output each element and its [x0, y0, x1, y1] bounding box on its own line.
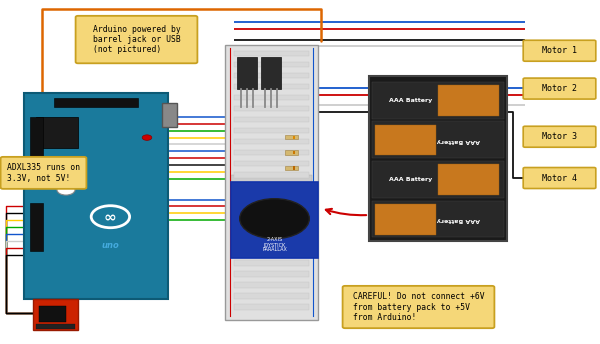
- Bar: [234, 117, 309, 122]
- Bar: [234, 51, 309, 56]
- Text: Motor 1: Motor 1: [542, 46, 577, 55]
- Bar: [234, 293, 309, 299]
- Bar: [285, 135, 298, 139]
- Bar: [237, 57, 257, 89]
- Bar: [30, 203, 43, 251]
- Text: ∞: ∞: [104, 209, 117, 224]
- Bar: [372, 161, 504, 198]
- FancyBboxPatch shape: [1, 157, 86, 189]
- Bar: [234, 183, 309, 189]
- Circle shape: [57, 185, 75, 195]
- Bar: [372, 121, 504, 158]
- Bar: [54, 98, 138, 107]
- FancyBboxPatch shape: [523, 78, 596, 99]
- Bar: [30, 117, 43, 179]
- Bar: [438, 164, 499, 195]
- Bar: [234, 62, 309, 67]
- Bar: [33, 299, 78, 330]
- Text: ADXL335 runs on
3.3V, not 5V!: ADXL335 runs on 3.3V, not 5V!: [7, 163, 80, 183]
- Bar: [234, 106, 309, 111]
- Bar: [285, 166, 298, 170]
- Bar: [234, 205, 309, 211]
- Bar: [234, 194, 309, 200]
- Bar: [375, 125, 436, 155]
- FancyBboxPatch shape: [523, 40, 596, 61]
- Bar: [372, 201, 504, 237]
- Bar: [234, 84, 309, 89]
- Bar: [39, 306, 66, 322]
- Bar: [261, 57, 281, 89]
- Text: AAA Battery: AAA Battery: [437, 138, 481, 143]
- Bar: [36, 169, 60, 182]
- Text: Motor 3: Motor 3: [542, 132, 577, 141]
- Text: Motor 2: Motor 2: [542, 84, 577, 93]
- FancyBboxPatch shape: [523, 168, 596, 189]
- Circle shape: [57, 170, 75, 181]
- Bar: [234, 238, 309, 244]
- Bar: [234, 172, 309, 178]
- Text: AAA Battery: AAA Battery: [389, 178, 432, 183]
- Bar: [36, 324, 75, 329]
- Bar: [234, 139, 309, 144]
- Bar: [234, 304, 309, 310]
- Circle shape: [91, 206, 130, 228]
- Text: PARALLAX: PARALLAX: [262, 247, 287, 252]
- Bar: [231, 175, 312, 189]
- Bar: [24, 93, 168, 299]
- Circle shape: [240, 199, 310, 239]
- Bar: [234, 271, 309, 277]
- Text: Motor 4: Motor 4: [542, 173, 577, 183]
- FancyBboxPatch shape: [76, 16, 197, 63]
- Bar: [293, 136, 295, 139]
- FancyBboxPatch shape: [343, 286, 494, 328]
- Text: Arduino powered by
barrel jack or USB
(not pictured): Arduino powered by barrel jack or USB (n…: [92, 25, 181, 54]
- Bar: [234, 260, 309, 266]
- Bar: [285, 150, 298, 155]
- Bar: [162, 103, 177, 127]
- Bar: [36, 117, 78, 148]
- Bar: [375, 204, 436, 235]
- Bar: [234, 227, 309, 233]
- Bar: [234, 161, 309, 166]
- FancyBboxPatch shape: [523, 126, 596, 147]
- Bar: [234, 216, 309, 222]
- Text: uno: uno: [101, 241, 119, 250]
- Bar: [369, 76, 507, 241]
- Text: 2-AXIS
JOYSTICK: 2-AXIS JOYSTICK: [263, 237, 286, 248]
- Circle shape: [142, 135, 152, 140]
- Bar: [293, 151, 295, 154]
- Bar: [231, 182, 318, 258]
- Bar: [234, 249, 309, 255]
- Text: AAA Battery: AAA Battery: [437, 217, 481, 222]
- Bar: [234, 95, 309, 100]
- Bar: [225, 45, 318, 320]
- Text: AAA Battery: AAA Battery: [389, 98, 432, 104]
- Bar: [438, 85, 499, 116]
- Bar: [234, 150, 309, 155]
- Bar: [234, 128, 309, 133]
- Bar: [234, 73, 309, 78]
- Bar: [234, 282, 309, 288]
- Text: CAREFUL! Do not connect +6V
from battery pack to +5V
from Arduino!: CAREFUL! Do not connect +6V from battery…: [353, 292, 484, 322]
- Bar: [293, 166, 295, 170]
- Bar: [372, 82, 504, 119]
